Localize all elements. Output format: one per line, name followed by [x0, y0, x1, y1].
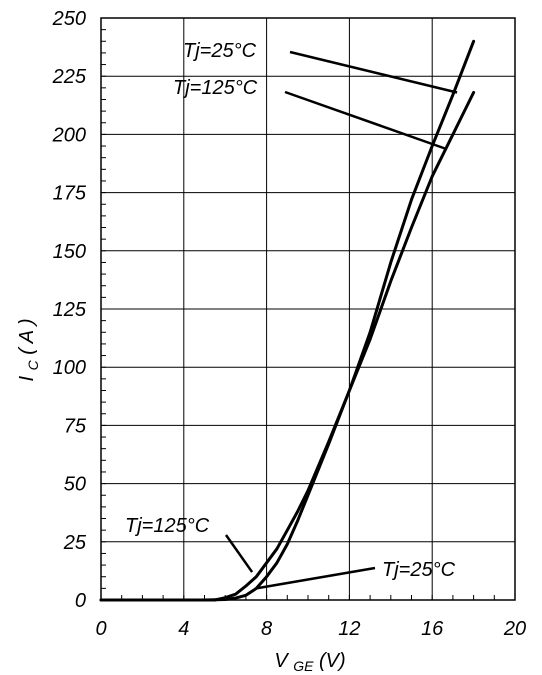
series-line: [99, 39, 476, 602]
annotation-leader: [284, 90, 446, 150]
x-axis-label-main: V: [274, 650, 289, 672]
y-tick-label: 50: [64, 474, 86, 496]
y-tick-label: 200: [52, 124, 86, 146]
y-axis-label-sub: C: [25, 359, 41, 370]
x-tick-label: 20: [503, 618, 526, 640]
x-axis-label-sub: GE: [293, 658, 314, 674]
y-tick-label: 125: [53, 299, 87, 321]
grid: [100, 17, 516, 601]
y-tick-label: 75: [64, 415, 87, 437]
annotation-leader: [224, 534, 254, 573]
annotation-leader: [289, 50, 458, 94]
x-tick-label: 8: [261, 618, 272, 640]
x-tick-label: 12: [338, 618, 360, 640]
y-tick-label: 175: [53, 183, 87, 205]
series: [99, 39, 476, 602]
y-axis-label-unit: ( A ): [16, 318, 38, 354]
x-axis-label-unit: (V): [319, 650, 346, 672]
x-tick-label: 0: [95, 618, 106, 640]
annotation-leader: [256, 566, 376, 590]
y-tick-label: 150: [53, 241, 86, 263]
annotation-label: Tj=125°C: [173, 77, 258, 99]
y-tick-label: 225: [52, 66, 87, 88]
y-tick-label: 250: [52, 8, 86, 30]
y-axis-label-main: I: [16, 376, 38, 382]
y-tick-label: 25: [63, 532, 87, 554]
x-tick-label: 4: [178, 618, 189, 640]
y-axis-label: I C ( A ): [16, 318, 43, 381]
x-tick-label: 16: [421, 618, 444, 640]
x-axis-label: V GE (V): [274, 650, 345, 675]
y-tick-label: 100: [53, 357, 86, 379]
annotation-label: Tj=125°C: [125, 515, 210, 537]
annotation-label: Tj=25°C: [183, 40, 257, 62]
annotations: Tj=25°C Tj=125°C Tj=125°C Tj=25°C: [125, 40, 458, 590]
annotation-label: Tj=25°C: [382, 559, 456, 581]
y-tick-label: 0: [75, 590, 86, 612]
series-line: [99, 91, 476, 602]
